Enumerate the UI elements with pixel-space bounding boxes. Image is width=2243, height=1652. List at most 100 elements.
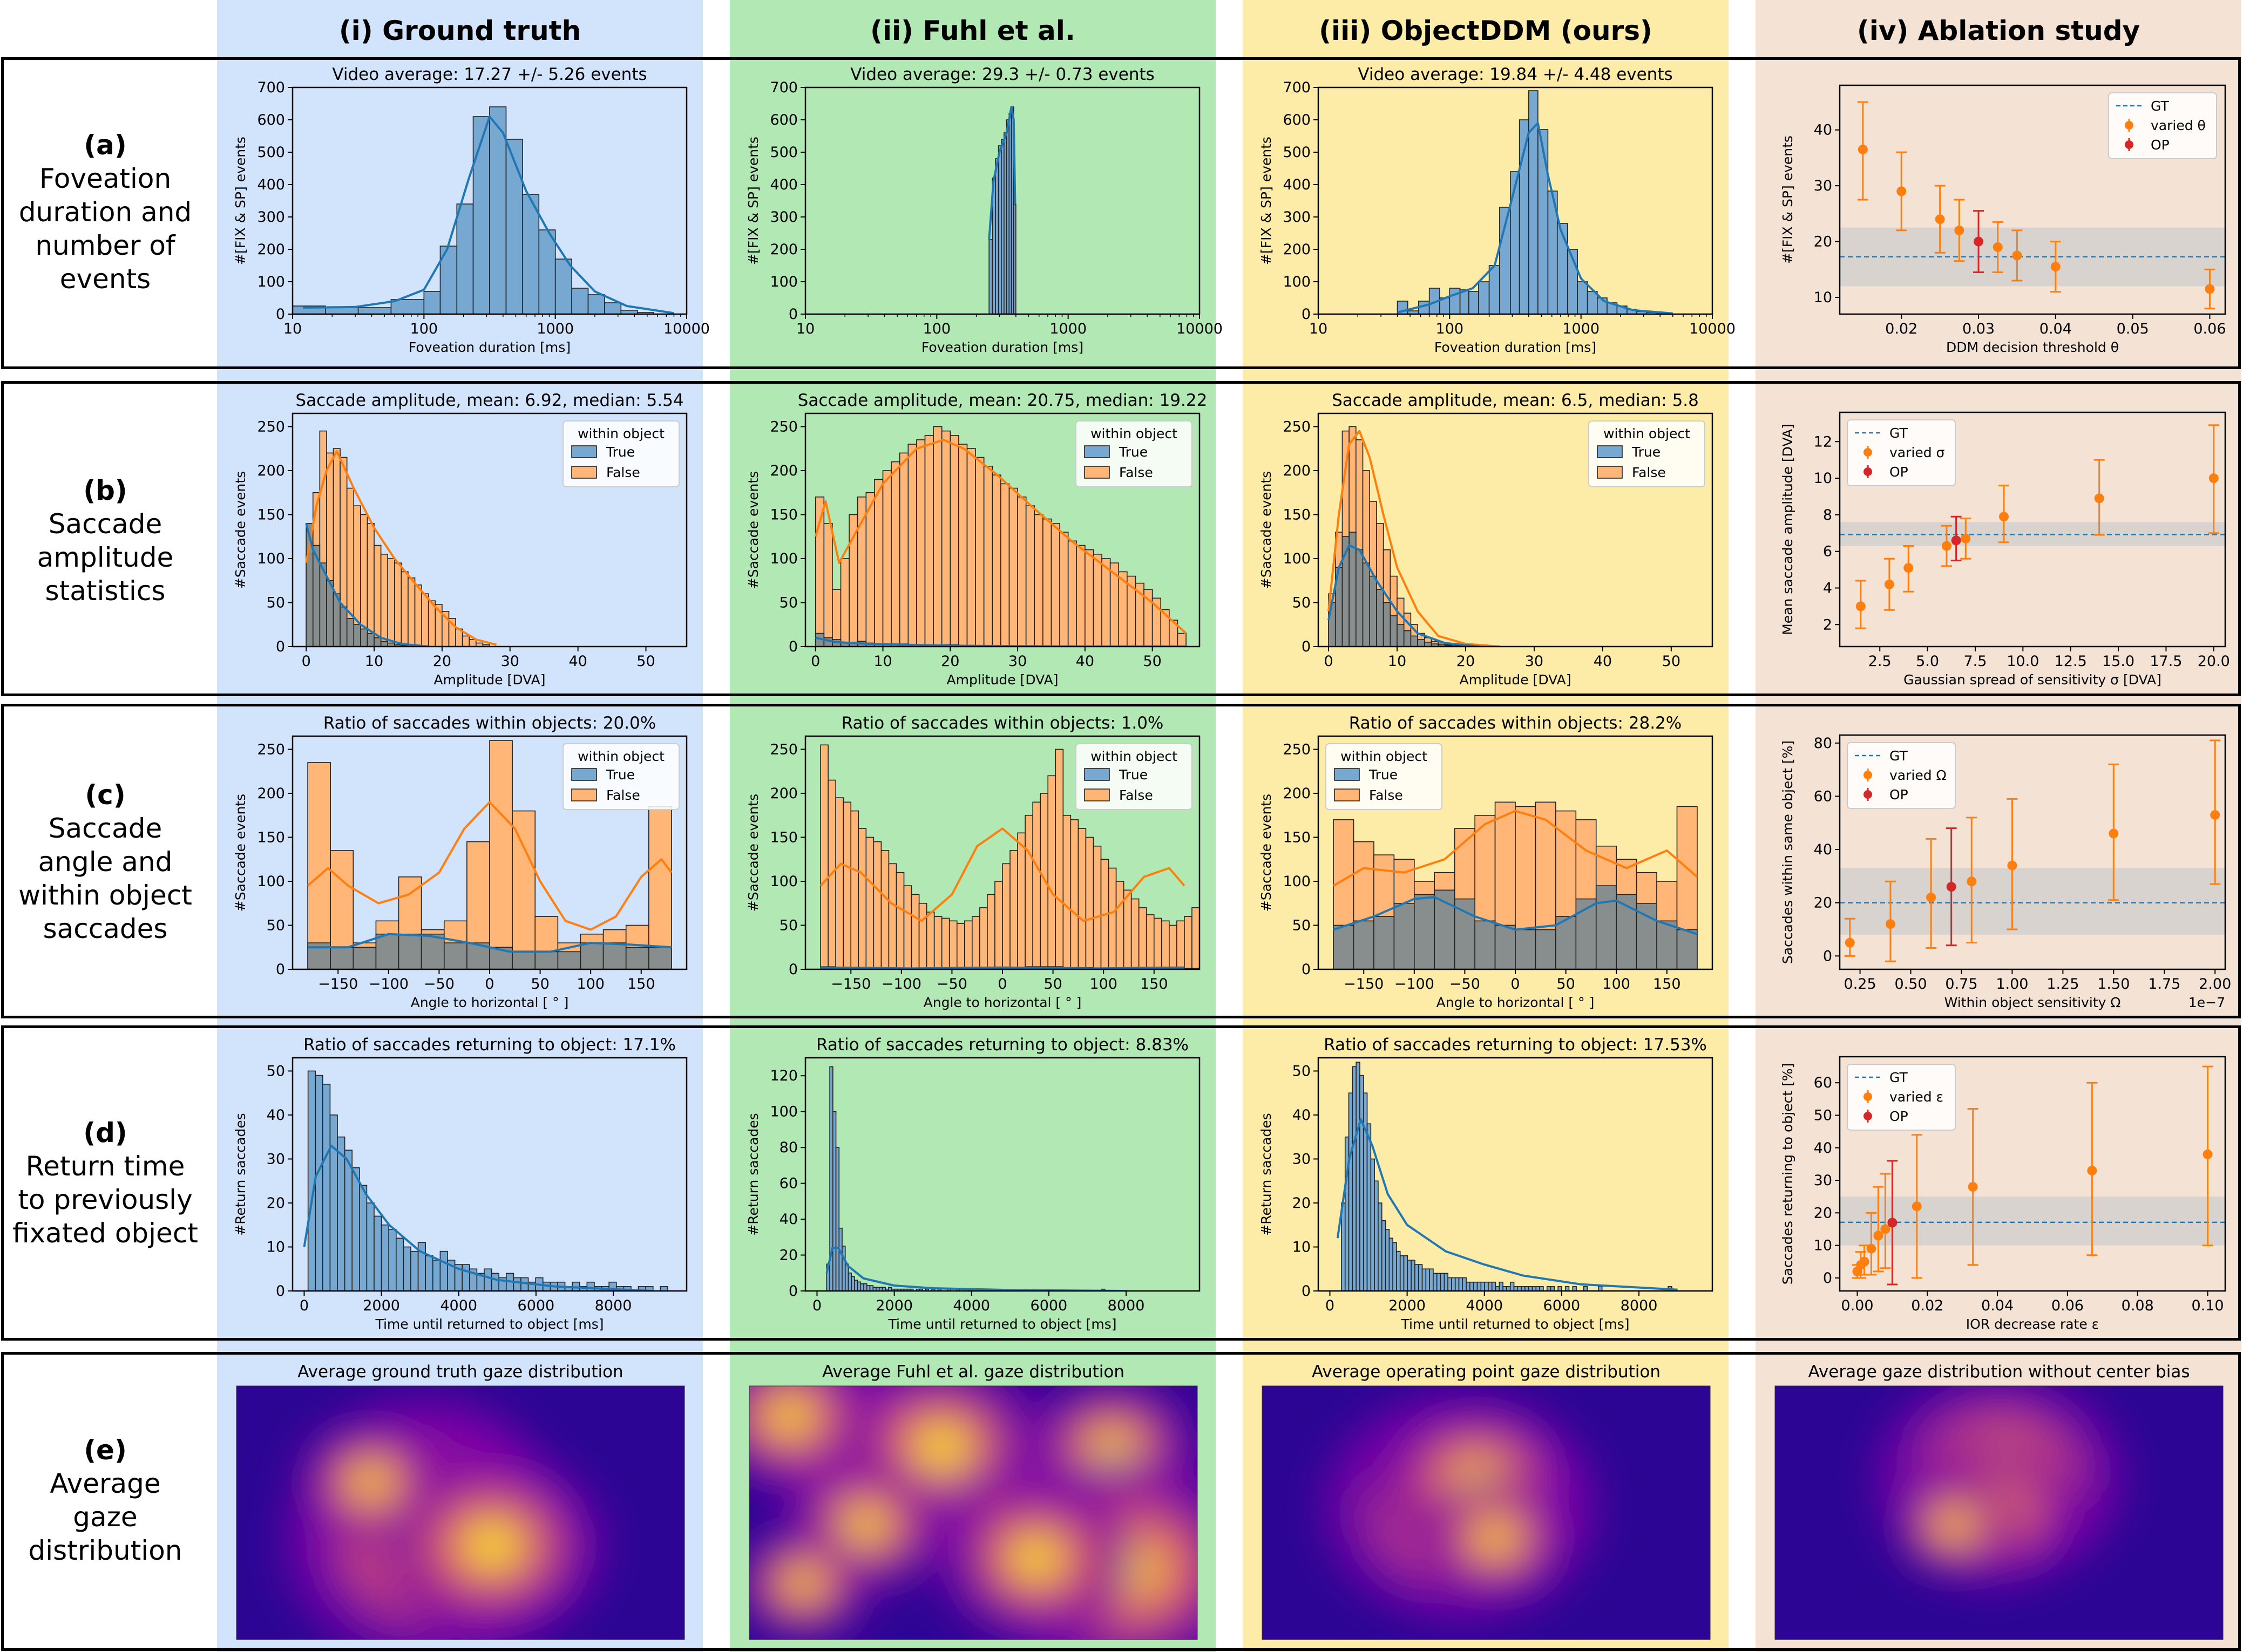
histogram-bar-true [1356, 1062, 1360, 1291]
histogram-bar-true [1396, 1250, 1401, 1291]
x-tick-label: 0.04 [2039, 321, 2072, 337]
chart-c4-ablation-omega: 0.25 0.50 0.75 1.00 1.25 1.50 1.75 2.00 0 20 40 60 8… [1780, 734, 2231, 1010]
x-tick-label: 0.50 [1894, 976, 1927, 992]
histogram-bar-true [848, 1272, 852, 1291]
histogram-bar-true [359, 1185, 368, 1291]
x-tick-label: 0.02 [1885, 321, 1917, 337]
chart-d4-ablation-epsilon: 0.00 0.02 0.04 0.06 0.08 0.10 0 10 20 30 40 50 60 IOR… [1780, 1056, 2226, 1332]
y-tick-label: 20 [1292, 1195, 1311, 1212]
heat-blob-core [1018, 1542, 1054, 1574]
x-tick-label: 6000 [1031, 1297, 1068, 1314]
y-tick-label: 50 [267, 1063, 285, 1079]
histogram-bar-true [580, 942, 604, 969]
y-tick-label: 0 [1302, 638, 1311, 655]
histogram-bar-false [387, 558, 395, 647]
legend-swatch-false [571, 788, 597, 801]
y-tick-label: 200 [770, 241, 798, 258]
y-axis-label: #[FIX & SP] events [746, 137, 761, 265]
row-line: within object [18, 880, 192, 911]
legend-label-varied: varied σ [1889, 445, 1945, 460]
density-curve-true [303, 1145, 652, 1291]
histogram-bar-true [1421, 1268, 1427, 1291]
x-tick-label: −100 [369, 976, 409, 992]
chart-b3-amplitude-objectddm: 0 10 20 30 40 50 0 50 100 150 200 250 Amplitude [DVA… [1258, 391, 1713, 688]
y-tick-label: 400 [1283, 176, 1311, 193]
legend-title: within object [1090, 749, 1177, 764]
heatmap [236, 1386, 685, 1640]
density-curve [1397, 122, 1673, 314]
heat-blob-core [1481, 1526, 1509, 1550]
x-tick-label: 0.08 [2122, 1297, 2154, 1314]
legend-label-false: False [606, 465, 640, 480]
x-tick-label: 0.05 [2117, 321, 2149, 337]
x-tick-label: 0 [1324, 653, 1333, 670]
histogram-bar-true [1480, 1281, 1485, 1291]
histogram-bar-true [1414, 1264, 1419, 1291]
plot-title: Saccade amplitude, mean: 6.5, median: 5.… [1332, 391, 1699, 410]
y-tick-label: 120 [770, 1068, 798, 1084]
heatmap-frame [236, 1385, 685, 1640]
chart-d3-return-objectddm: 0 2000 4000 6000 8000 0 10 20 30 40 50 Time until r… [1258, 1035, 1713, 1332]
y-tick-label: 0 [276, 961, 285, 978]
histogram-bar-false [1093, 554, 1102, 647]
y-tick-label: 500 [257, 144, 285, 161]
histogram-bar-true [1434, 889, 1455, 969]
histogram-bar-false [1184, 916, 1192, 969]
varied-point [1912, 1201, 1922, 1212]
y-tick-label: 500 [770, 144, 798, 161]
legend-op-marker [1863, 790, 1872, 799]
x-tick-label: 10 [873, 653, 892, 670]
y-tick-label: 20 [1814, 895, 1832, 912]
histogram-bar-true [1348, 1092, 1353, 1291]
x-tick-label: 150 [1140, 976, 1168, 992]
density-curve [988, 106, 1017, 240]
x-axis-label: Foveation duration [ms] [921, 339, 1083, 355]
histogram-bar-false [972, 916, 980, 969]
histogram-bar-true [1207, 968, 1215, 969]
x-axis-label: Time until returned to object [ms] [375, 1316, 604, 1332]
heatmap-blobs [1323, 1395, 1596, 1621]
y-tick-label: 50 [1292, 1063, 1311, 1079]
heatmap-blobs [749, 1386, 1197, 1640]
y-tick-label: 80 [1814, 735, 1832, 752]
histogram-bar-true [1363, 1092, 1368, 1291]
x-axis-label: Amplitude [DVA] [1460, 672, 1571, 688]
x-tick-label: 4000 [1466, 1297, 1503, 1314]
y-tick-label: 30 [1814, 178, 1832, 194]
x-tick-label: −100 [882, 976, 921, 992]
legend-title: within object [578, 749, 665, 764]
varied-point [1935, 214, 1945, 225]
x-axis-label: Angle to horizontal [ ° ] [1436, 995, 1595, 1010]
y-tick-label: 0 [789, 1283, 798, 1300]
varied-point [1998, 512, 2009, 522]
x-tick-label: 30 [501, 653, 519, 670]
x-tick-label: 1.25 [2047, 976, 2079, 992]
histogram-bar-true [1474, 920, 1496, 969]
y-axis-label: #Saccade events [746, 471, 761, 589]
histogram-bar-true [1407, 1260, 1412, 1291]
histogram-bar-false [1034, 514, 1043, 647]
x-tick-label: 10000 [1689, 321, 1736, 337]
histogram-bar-false [1042, 518, 1052, 647]
histogram-bar-false [933, 916, 943, 969]
plot-title: Ratio of saccades returning to object: 1… [303, 1035, 676, 1055]
histogram-bar-false [1130, 898, 1140, 969]
x-tick-label: 4000 [440, 1297, 477, 1314]
x-tick-label: 10000 [663, 321, 710, 337]
histogram-bar-true [586, 1281, 595, 1291]
histogram-bar-true [329, 1114, 338, 1291]
histogram-bar-true [557, 951, 581, 969]
histogram-bar-true [513, 1277, 521, 1291]
x-axis-label: Gaussian spread of sensitivity σ [DVA] [1903, 672, 2161, 688]
x-tick-label: −50 [937, 976, 967, 992]
heat-blob-core [774, 1403, 806, 1430]
histogram-bar-false [374, 545, 382, 647]
x-tick-label: 1000 [1562, 321, 1600, 337]
legend-varied-marker [1863, 448, 1872, 457]
y-tick-label: 100 [1283, 274, 1311, 290]
histogram-bar-false [924, 434, 934, 647]
legend-varied-marker [1863, 771, 1872, 779]
plot-frame [1317, 86, 1713, 315]
histogram-bar-true [1352, 1066, 1357, 1291]
plot-area [307, 740, 673, 969]
